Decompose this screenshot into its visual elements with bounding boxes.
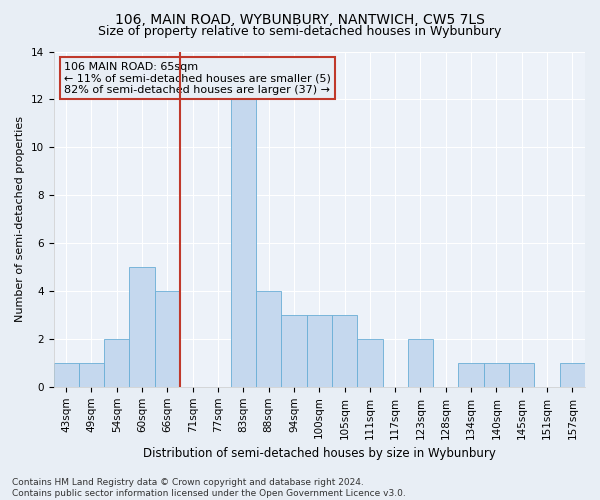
Text: Size of property relative to semi-detached houses in Wybunbury: Size of property relative to semi-detach…: [98, 25, 502, 38]
Text: Contains HM Land Registry data © Crown copyright and database right 2024.
Contai: Contains HM Land Registry data © Crown c…: [12, 478, 406, 498]
Bar: [79, 363, 104, 387]
X-axis label: Distribution of semi-detached houses by size in Wybunbury: Distribution of semi-detached houses by …: [143, 447, 496, 460]
Bar: [357, 339, 383, 387]
Bar: [408, 339, 433, 387]
Bar: [281, 315, 307, 387]
Bar: [484, 363, 509, 387]
Text: 106 MAIN ROAD: 65sqm
← 11% of semi-detached houses are smaller (5)
82% of semi-d: 106 MAIN ROAD: 65sqm ← 11% of semi-detac…: [64, 62, 331, 95]
Bar: [130, 267, 155, 387]
Text: 106, MAIN ROAD, WYBUNBURY, NANTWICH, CW5 7LS: 106, MAIN ROAD, WYBUNBURY, NANTWICH, CW5…: [115, 12, 485, 26]
Y-axis label: Number of semi-detached properties: Number of semi-detached properties: [15, 116, 25, 322]
Bar: [155, 291, 180, 387]
Bar: [104, 339, 130, 387]
Bar: [307, 315, 332, 387]
Bar: [256, 291, 281, 387]
Bar: [332, 315, 357, 387]
Bar: [509, 363, 535, 387]
Bar: [458, 363, 484, 387]
Bar: [53, 363, 79, 387]
Bar: [230, 100, 256, 387]
Bar: [560, 363, 585, 387]
